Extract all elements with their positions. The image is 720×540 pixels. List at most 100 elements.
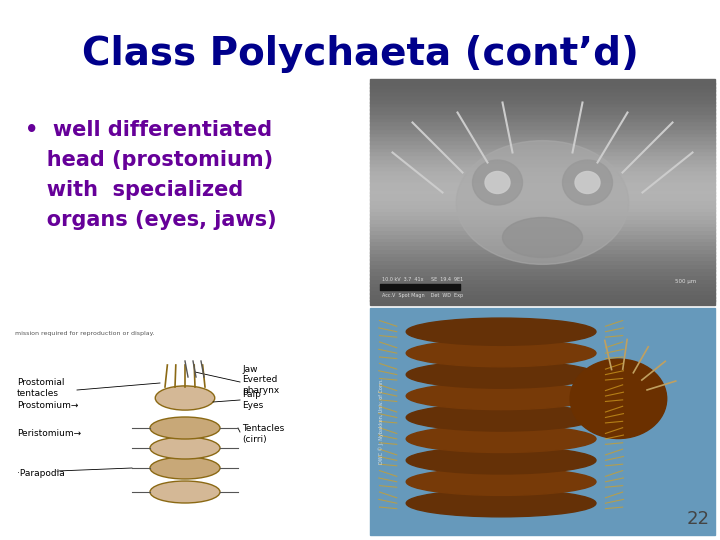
Bar <box>370 244 715 249</box>
Bar <box>370 188 715 192</box>
Text: head (prostomium): head (prostomium) <box>25 150 273 170</box>
Bar <box>370 150 715 155</box>
Ellipse shape <box>406 468 596 495</box>
Bar <box>370 180 715 185</box>
Text: Class Polychaeta (cont’d): Class Polychaeta (cont’d) <box>81 35 639 73</box>
Ellipse shape <box>406 361 596 388</box>
Text: Peristomium→: Peristomium→ <box>17 429 81 437</box>
Bar <box>370 285 715 290</box>
Bar <box>370 109 715 114</box>
Ellipse shape <box>406 340 596 367</box>
Bar <box>370 202 715 207</box>
Ellipse shape <box>503 218 582 258</box>
Ellipse shape <box>562 160 613 205</box>
Bar <box>370 146 715 151</box>
Bar <box>370 233 715 238</box>
Bar <box>370 255 715 260</box>
Bar <box>370 120 715 125</box>
Bar <box>370 240 715 245</box>
Bar <box>370 132 715 136</box>
Text: •  well differentiated: • well differentiated <box>25 120 272 140</box>
Ellipse shape <box>570 359 667 438</box>
Bar <box>370 113 715 118</box>
Ellipse shape <box>406 404 596 431</box>
Ellipse shape <box>156 386 215 410</box>
Bar <box>370 252 715 256</box>
Ellipse shape <box>150 417 220 439</box>
Bar <box>370 293 715 298</box>
Bar <box>370 128 715 132</box>
Ellipse shape <box>406 447 596 474</box>
Bar <box>370 90 715 95</box>
Bar <box>370 143 715 147</box>
Text: 10.0 kV  3.7  41x     SE  19.4  9E1: 10.0 kV 3.7 41x SE 19.4 9E1 <box>382 277 463 282</box>
Bar <box>370 259 715 264</box>
Text: Jaw
Everted
pharynx: Jaw Everted pharynx <box>242 365 279 395</box>
Ellipse shape <box>456 140 629 265</box>
Ellipse shape <box>406 318 596 345</box>
Bar <box>370 86 715 91</box>
Bar <box>370 300 715 305</box>
Text: 22: 22 <box>687 510 710 528</box>
Bar <box>370 139 715 144</box>
Bar <box>370 98 715 103</box>
Ellipse shape <box>472 160 523 205</box>
Bar <box>370 274 715 279</box>
Bar <box>370 165 715 170</box>
Text: Tentacles
(cirri): Tentacles (cirri) <box>242 424 284 444</box>
Bar <box>370 135 715 140</box>
Bar <box>370 177 715 181</box>
Ellipse shape <box>406 490 596 517</box>
Bar <box>370 237 715 241</box>
Bar <box>370 278 715 282</box>
Text: mission required for reproduction or display.: mission required for reproduction or dis… <box>15 331 155 336</box>
Bar <box>370 214 715 219</box>
Ellipse shape <box>575 172 600 193</box>
Bar <box>370 94 715 99</box>
Bar <box>370 192 715 196</box>
Bar <box>370 199 715 204</box>
Bar <box>370 184 715 189</box>
Ellipse shape <box>406 382 596 410</box>
Text: Acc.V  Spot Magn    Det  WD  Exp: Acc.V Spot Magn Det WD Exp <box>382 293 463 298</box>
Bar <box>370 154 715 159</box>
Bar <box>370 225 715 230</box>
Bar <box>370 102 715 106</box>
Bar <box>370 169 715 174</box>
Text: with  specialized: with specialized <box>25 180 243 200</box>
Bar <box>370 248 715 253</box>
Ellipse shape <box>406 426 596 453</box>
Text: ·Parapodia: ·Parapodia <box>17 469 65 477</box>
Bar <box>370 79 715 84</box>
Bar <box>370 206 715 211</box>
Bar <box>370 267 715 271</box>
Bar <box>370 229 715 234</box>
Text: 500 μm: 500 μm <box>675 279 696 284</box>
Ellipse shape <box>150 437 220 459</box>
Bar <box>370 83 715 87</box>
Ellipse shape <box>150 457 220 479</box>
Bar <box>370 195 715 200</box>
Bar <box>370 289 715 294</box>
Bar <box>370 281 715 286</box>
Bar <box>370 210 715 215</box>
Bar <box>370 218 715 222</box>
Bar <box>370 158 715 163</box>
Bar <box>370 296 715 301</box>
Ellipse shape <box>485 172 510 193</box>
Text: Prostomium→: Prostomium→ <box>17 402 78 410</box>
Ellipse shape <box>150 481 220 503</box>
Bar <box>370 161 715 166</box>
Bar <box>370 270 715 275</box>
Text: DWC © J. Nybakken, Univ. of Conn.: DWC © J. Nybakken, Univ. of Conn. <box>378 379 384 464</box>
Bar <box>370 263 715 267</box>
Bar <box>370 105 715 110</box>
Bar <box>370 173 715 178</box>
Text: organs (eyes, jaws): organs (eyes, jaws) <box>25 210 276 230</box>
Bar <box>370 308 715 535</box>
Text: Palp
Eyes: Palp Eyes <box>242 390 264 410</box>
Text: Prostomial
tentacles: Prostomial tentacles <box>17 379 65 397</box>
Bar <box>370 117 715 122</box>
Bar <box>370 221 715 226</box>
Bar <box>370 124 715 129</box>
